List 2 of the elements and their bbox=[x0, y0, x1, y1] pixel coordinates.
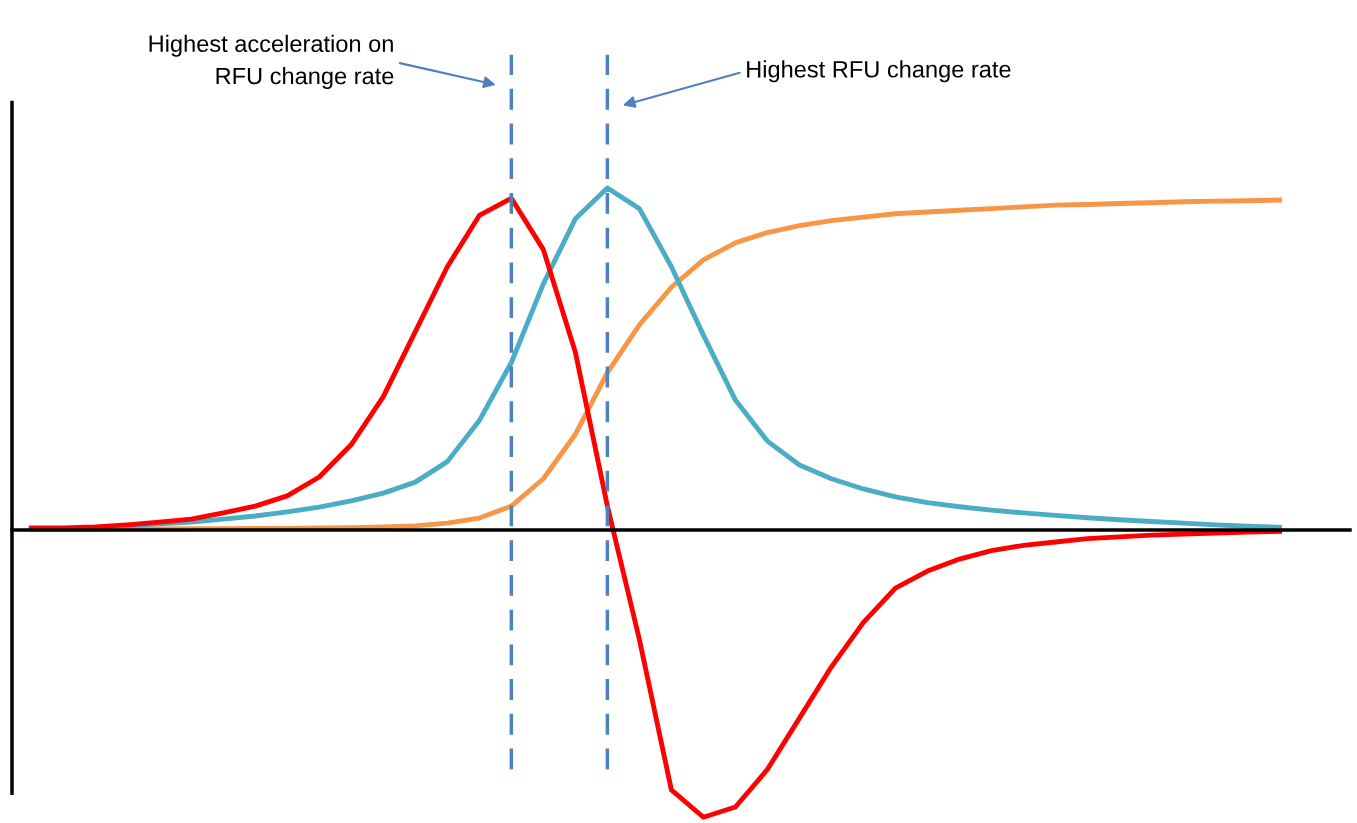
text: Highest acceleration on RFU change rate bbox=[149, 34, 394, 90]
text: Highest RFU change rate bbox=[747, 60, 1011, 83]
